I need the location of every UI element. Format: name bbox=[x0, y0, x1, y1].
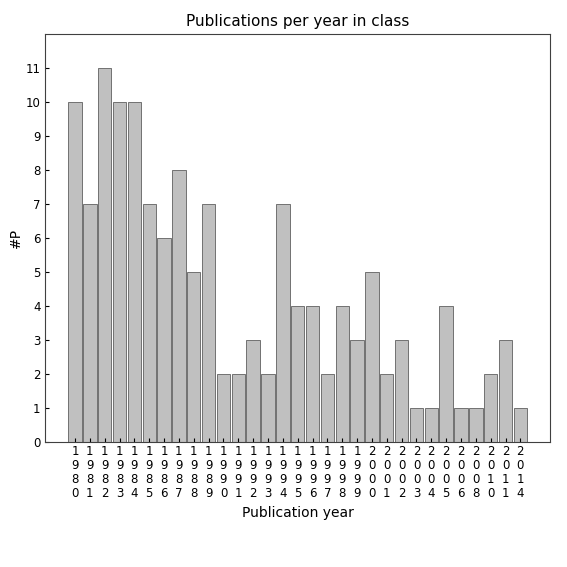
Bar bbox=[231, 374, 245, 442]
Bar bbox=[439, 306, 453, 442]
Bar bbox=[142, 204, 156, 442]
Bar bbox=[202, 204, 215, 442]
Bar bbox=[68, 102, 82, 442]
Bar bbox=[395, 340, 408, 442]
Bar bbox=[454, 408, 468, 442]
Bar bbox=[499, 340, 512, 442]
Bar bbox=[425, 408, 438, 442]
Bar bbox=[247, 340, 260, 442]
Bar bbox=[410, 408, 423, 442]
Title: Publications per year in class: Publications per year in class bbox=[186, 14, 409, 29]
Bar bbox=[261, 374, 274, 442]
Bar bbox=[113, 102, 126, 442]
Bar bbox=[276, 204, 290, 442]
Bar bbox=[469, 408, 483, 442]
Bar bbox=[380, 374, 393, 442]
Bar bbox=[321, 374, 334, 442]
Bar bbox=[98, 68, 111, 442]
Bar bbox=[350, 340, 364, 442]
Bar bbox=[306, 306, 319, 442]
Bar bbox=[484, 374, 497, 442]
X-axis label: Publication year: Publication year bbox=[242, 506, 354, 519]
Y-axis label: #P: #P bbox=[9, 228, 23, 248]
Bar bbox=[128, 102, 141, 442]
Bar bbox=[187, 272, 200, 442]
Bar bbox=[172, 170, 185, 442]
Bar bbox=[514, 408, 527, 442]
Bar bbox=[291, 306, 304, 442]
Bar bbox=[365, 272, 379, 442]
Bar bbox=[217, 374, 230, 442]
Bar bbox=[336, 306, 349, 442]
Bar bbox=[158, 238, 171, 442]
Bar bbox=[83, 204, 96, 442]
